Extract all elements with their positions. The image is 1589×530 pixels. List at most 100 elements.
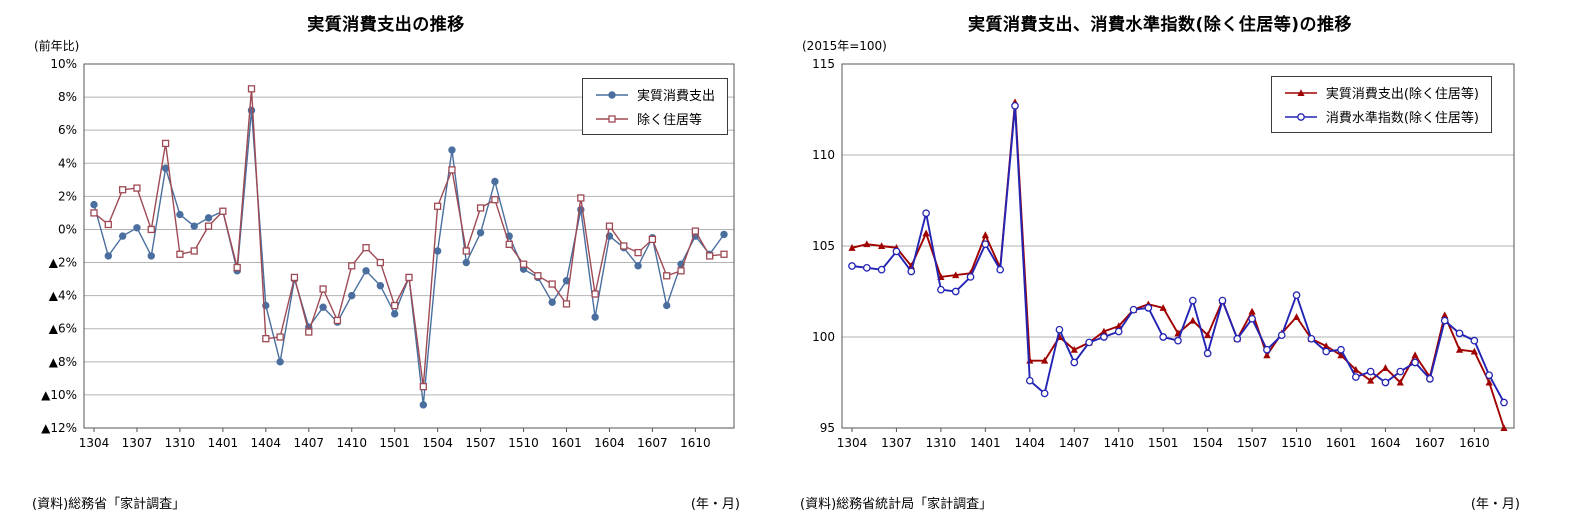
chart-legend: 実質消費支出(除く住居等) 消費水準指数(除く住居等) — [1270, 76, 1492, 133]
point-marker — [720, 250, 728, 258]
legend-marker-circle-open — [1284, 112, 1317, 121]
point-marker — [276, 358, 284, 366]
point-marker — [591, 290, 599, 298]
point-marker — [433, 247, 442, 255]
point-marker — [1174, 336, 1182, 345]
point-marker — [1470, 347, 1478, 355]
x-tick-label: 1407 — [1059, 436, 1090, 450]
point-marker — [176, 250, 184, 258]
chart-footer: (資料)総務省統計局「家計調査」 (年・月) — [800, 493, 1520, 512]
point-marker — [922, 229, 930, 237]
point-marker — [1100, 333, 1108, 341]
point-marker — [1307, 334, 1316, 343]
point-marker — [1248, 314, 1256, 323]
point-marker — [333, 316, 342, 325]
point-marker — [376, 282, 385, 290]
legend-item: 消費水準指数(除く住居等) — [1284, 107, 1479, 126]
point-marker — [1085, 338, 1093, 347]
point-marker — [966, 273, 975, 281]
point-marker — [691, 227, 700, 235]
point-marker — [605, 222, 614, 230]
point-marker — [1500, 398, 1508, 407]
point-marker — [133, 224, 141, 232]
point-marker — [1129, 305, 1138, 314]
point-marker — [390, 310, 399, 318]
x-tick-label: 1604 — [594, 436, 625, 450]
point-marker — [706, 252, 714, 260]
point-marker — [1041, 356, 1049, 364]
point-marker — [1322, 347, 1331, 356]
plot-frame — [83, 63, 735, 429]
point-marker — [476, 229, 485, 237]
x-tick-label: 1507 — [1237, 436, 1268, 450]
point-marker — [1144, 304, 1153, 312]
point-marker — [1297, 88, 1305, 96]
x-tick-label: 1304 — [79, 436, 110, 450]
point-marker — [505, 240, 513, 248]
point-marker — [981, 240, 990, 249]
point-marker — [1159, 304, 1167, 311]
x-tick-label: 1501 — [379, 436, 410, 450]
legend-item: 実質消費支出(除く住居等) — [1284, 83, 1479, 102]
point-marker — [1411, 358, 1419, 367]
point-marker — [1011, 102, 1019, 110]
legend-item: 除く住居等 — [595, 109, 715, 128]
point-marker — [319, 285, 327, 293]
point-marker — [1485, 371, 1494, 380]
point-marker — [720, 230, 728, 239]
y-tick-label: ▲4% — [49, 289, 77, 303]
x-tick-label: 1410 — [1103, 436, 1134, 450]
point-marker — [1322, 342, 1330, 350]
point-marker — [1411, 351, 1419, 359]
point-marker — [204, 214, 213, 222]
point-marker — [1100, 327, 1108, 335]
series-line — [93, 110, 725, 405]
point-marker — [448, 146, 456, 154]
y-tick-label: 2% — [58, 189, 77, 203]
point-marker — [118, 186, 127, 194]
legend-marker-square-open — [595, 114, 628, 123]
y-axis-unit-label: (前年比) — [34, 39, 80, 53]
series-line — [851, 102, 1505, 429]
point-marker — [634, 248, 642, 257]
point-marker — [1233, 334, 1242, 343]
x-tick-label: 1601 — [551, 436, 582, 450]
x-tick-label: 1504 — [422, 436, 453, 450]
point-marker — [1204, 331, 1212, 339]
x-tick-label: 1401 — [208, 436, 239, 450]
legend-marker-circle-filled — [595, 90, 628, 99]
point-marker — [491, 196, 499, 204]
point-marker — [305, 328, 313, 336]
y-tick-label: 8% — [58, 90, 77, 104]
point-marker — [1396, 367, 1405, 376]
x-tick-label: 1610 — [1459, 436, 1490, 450]
point-marker — [1366, 367, 1375, 376]
point-marker — [362, 244, 370, 252]
point-marker — [1352, 365, 1360, 373]
point-marker — [190, 222, 198, 230]
y-tick-label: 10% — [50, 57, 77, 71]
point-marker — [90, 200, 98, 209]
source-note: (資料)総務省「家計調査」 — [32, 497, 186, 512]
source-note: (資料)総務省統計局「家計調査」 — [800, 497, 993, 512]
plot-frame — [841, 63, 1515, 429]
real-consumption-yoy-chart: 実質消費支出の推移 (前年比) 10% 8% 6% 4% 2% 0% ▲2% ▲4% ▲6% ▲8… — [30, 10, 742, 522]
y-tick-label: 0% — [58, 222, 77, 236]
point-marker — [362, 267, 370, 275]
point-marker — [147, 252, 155, 260]
point-marker — [219, 207, 227, 215]
point-marker — [90, 209, 98, 217]
point-marker — [577, 194, 585, 202]
point-marker — [996, 265, 1005, 274]
y-tick-label: 110 — [812, 148, 835, 162]
y-tick-label: ▲6% — [49, 322, 77, 336]
point-marker — [1292, 313, 1301, 320]
point-marker — [608, 114, 616, 123]
legend-label: 除く住居等 — [636, 113, 702, 128]
point-marker — [419, 382, 427, 391]
point-marker — [433, 202, 442, 210]
point-marker — [290, 273, 299, 282]
point-marker — [161, 139, 170, 148]
x-tick-label: 1610 — [680, 436, 711, 450]
